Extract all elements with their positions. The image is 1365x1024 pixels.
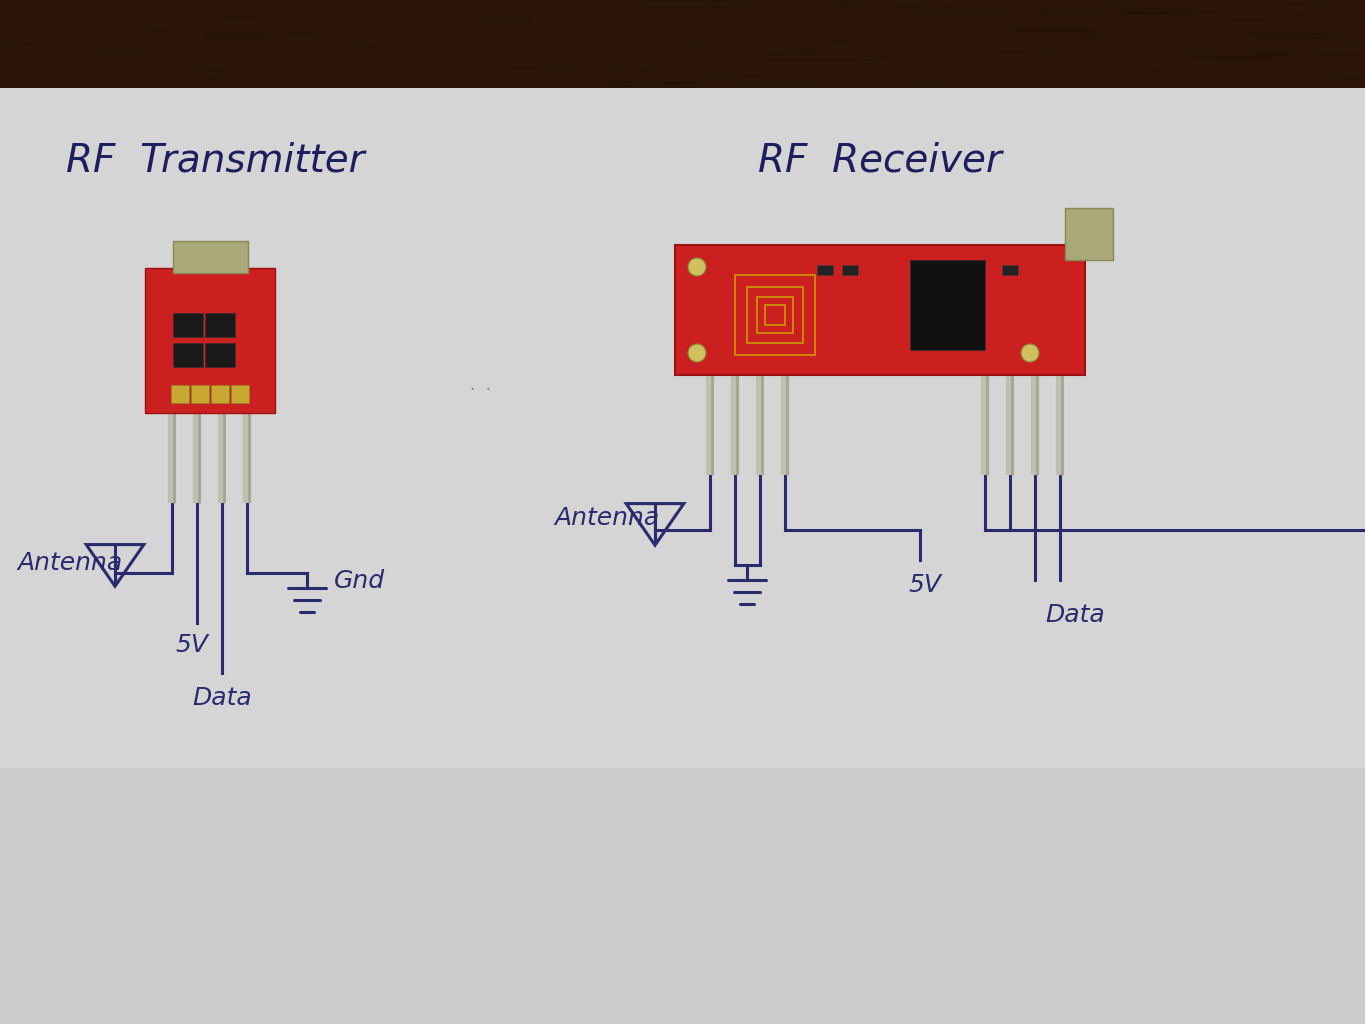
Bar <box>1065 208 1112 260</box>
Bar <box>145 268 274 413</box>
Bar <box>173 343 203 367</box>
Bar <box>910 260 986 350</box>
Circle shape <box>688 344 706 362</box>
Circle shape <box>1021 344 1039 362</box>
Text: 5V: 5V <box>176 633 209 657</box>
Circle shape <box>688 258 706 276</box>
Bar <box>0 0 1365 88</box>
Bar <box>747 287 803 343</box>
Bar <box>231 385 248 403</box>
Bar <box>0 768 1365 1024</box>
Text: Data: Data <box>192 686 253 710</box>
Text: Antenna: Antenna <box>18 551 123 575</box>
Bar <box>191 385 209 403</box>
Bar <box>1002 265 1018 275</box>
Text: RF  Receiver: RF Receiver <box>758 141 1002 179</box>
Bar <box>173 313 203 337</box>
Text: Gnd: Gnd <box>333 569 385 593</box>
Bar <box>676 245 1085 375</box>
Text: RF  Transmitter: RF Transmitter <box>66 141 364 179</box>
Bar <box>734 275 815 355</box>
Text: Data: Data <box>1046 603 1104 627</box>
Bar <box>818 265 833 275</box>
Text: 5V: 5V <box>909 573 942 597</box>
Bar <box>842 265 859 275</box>
Bar <box>171 385 188 403</box>
Bar <box>205 343 235 367</box>
Bar <box>764 305 785 325</box>
Bar <box>205 313 235 337</box>
Text: Antenna: Antenna <box>554 506 659 530</box>
Bar <box>212 385 229 403</box>
Text: .  .: . . <box>470 376 490 394</box>
Bar <box>173 241 248 273</box>
Bar <box>758 297 793 333</box>
